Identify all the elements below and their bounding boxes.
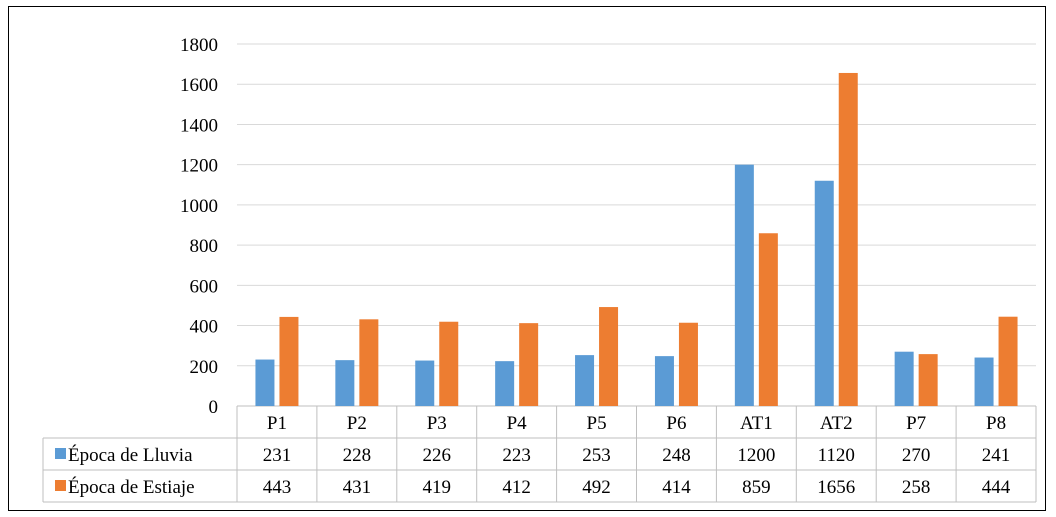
bar-p8-series-2	[998, 316, 1018, 406]
bar-p1-series-1	[255, 359, 275, 406]
bar-p4-series-2	[519, 323, 539, 406]
x-tick-label: P1	[267, 413, 287, 434]
x-tick-label: P4	[507, 413, 528, 434]
bar-p2-series-2	[359, 319, 379, 406]
series-label: Época de Lluvia	[68, 444, 193, 466]
bar-p3-series-1	[415, 360, 435, 406]
data-label: 859	[742, 477, 771, 498]
bar-p6-series-2	[678, 322, 698, 406]
data-label: 231	[263, 445, 292, 466]
bar-p7-series-2	[918, 354, 938, 406]
legend-key	[55, 480, 66, 491]
data-label: 241	[982, 445, 1011, 466]
x-tick-label: P6	[666, 413, 686, 434]
data-label: 270	[902, 445, 931, 466]
x-tick-label: P7	[906, 413, 926, 434]
bar-p3-series-2	[439, 321, 459, 406]
data-label: 444	[982, 477, 1011, 498]
bar-p8-series-1	[974, 357, 994, 406]
bar-p7-series-1	[894, 351, 914, 406]
y-tick-label: 1800	[180, 35, 218, 56]
data-label: 258	[902, 477, 931, 498]
x-tick-label: AT1	[740, 413, 773, 434]
x-tick-label: P3	[427, 413, 447, 434]
y-tick-label: 1200	[180, 156, 218, 177]
bar-p5-series-2	[599, 307, 619, 406]
bar-p1-series-2	[279, 316, 299, 406]
data-label: 419	[423, 477, 452, 498]
chart-frame	[8, 6, 1046, 511]
data-label: 412	[502, 477, 531, 498]
y-tick-label: 1000	[180, 196, 218, 217]
bar-at1-series-1	[734, 164, 754, 406]
bar-p4-series-1	[495, 361, 515, 406]
x-tick-label: AT2	[820, 413, 853, 434]
data-label: 223	[502, 445, 531, 466]
bar-at2-series-2	[838, 72, 858, 407]
x-tick-label: P5	[587, 413, 607, 434]
y-tick-label: 400	[190, 317, 219, 338]
bar-p5-series-1	[575, 355, 595, 406]
y-tick-label: 1400	[180, 115, 218, 136]
data-label: 1200	[737, 445, 775, 466]
y-tick-label: 0	[209, 397, 219, 418]
y-tick-label: 600	[190, 276, 219, 297]
data-label: 492	[582, 477, 611, 498]
y-tick-label: 1600	[180, 75, 218, 96]
data-label: 443	[263, 477, 292, 498]
bar-p6-series-1	[654, 356, 674, 406]
bar-p2-series-1	[335, 360, 355, 406]
x-tick-label: P8	[986, 413, 1006, 434]
data-label: 431	[343, 477, 372, 498]
data-label: 1656	[817, 477, 855, 498]
x-tick-label: P2	[347, 413, 367, 434]
bar-at1-series-2	[758, 233, 778, 406]
series-label: Época de Estiaje	[68, 476, 195, 498]
data-label: 228	[343, 445, 372, 466]
data-label: 1120	[818, 445, 855, 466]
bar-at2-series-1	[814, 180, 834, 406]
data-label: 253	[582, 445, 611, 466]
y-tick-label: 200	[190, 357, 219, 378]
data-label: 414	[662, 477, 691, 498]
legend-key	[55, 448, 66, 459]
y-tick-label: 800	[190, 236, 219, 257]
data-label: 248	[662, 445, 691, 466]
data-label: 226	[423, 445, 452, 466]
